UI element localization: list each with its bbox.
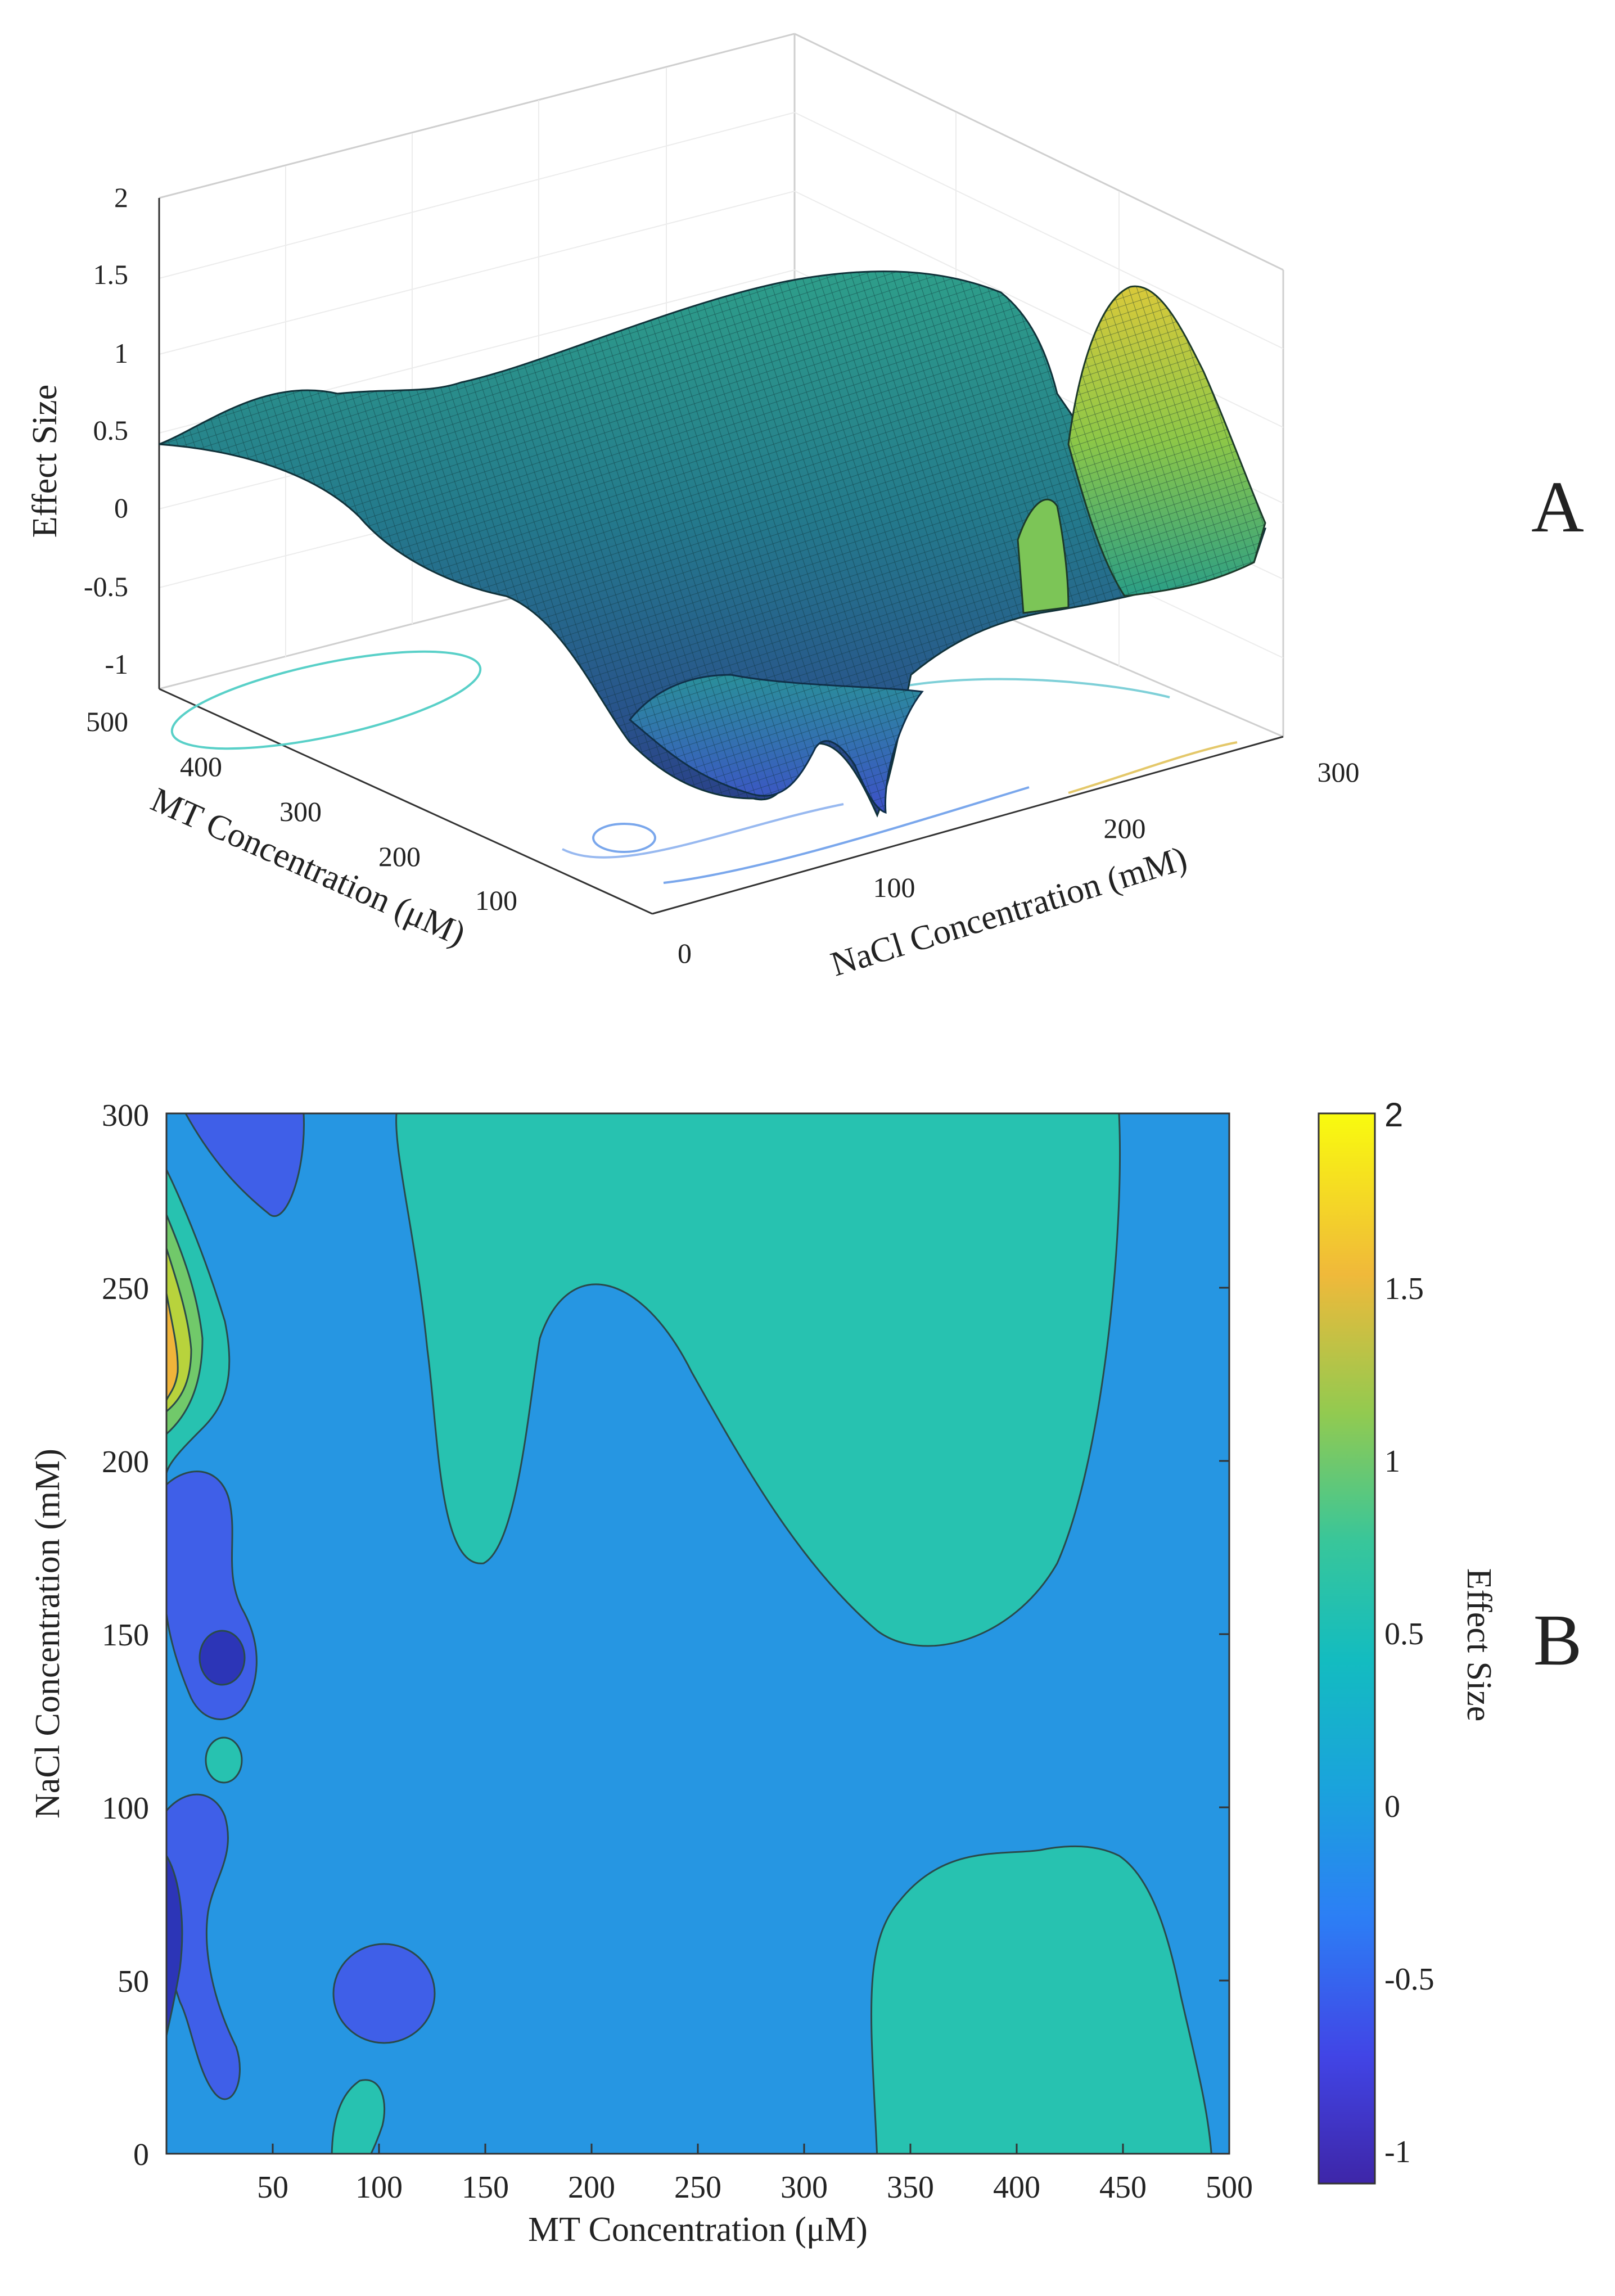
y-tick: 200 [378,841,421,872]
contour-plot: 50 100 150 200 250 300 350 400 450 500 M… [29,1096,1582,2249]
colorbar-tick: 2 [1384,1096,1403,1134]
y-ticks: 0 50 100 150 200 250 300 [102,1098,149,2172]
y-tick: 500 [86,706,128,737]
x-tick: 350 [887,2170,934,2205]
x-tick: 50 [257,2170,288,2205]
region-negative-top [184,1113,305,1217]
region-negative-bottom [332,1943,436,2044]
x-tick-marks [272,2144,1124,2154]
z-tick: 1 [114,337,128,369]
z-tick: 1.5 [93,259,129,290]
y-tick: 300 [279,796,322,827]
x-axis-label: MT Concentration (μM) [528,2211,868,2249]
colorbar-label: Effect Size [1460,1568,1498,1722]
x-axis-label: NaCl Concentration (mM) [827,839,1192,984]
x-tick: 400 [993,2170,1040,2205]
x-tick: 500 [1206,2170,1253,2205]
z-tick: -0.5 [84,571,128,602]
z-tick: 2 [114,182,128,213]
x-ticks: 50 100 150 200 250 300 350 400 450 500 [257,2170,1253,2205]
colorbar-tick: 1.5 [1384,1271,1424,1306]
x-tick: 450 [1099,2170,1147,2205]
y-tick: 200 [102,1445,149,1479]
region-left-peak [166,1293,179,1401]
region-positive-top [395,1113,1121,1647]
region-small-positive [205,1736,243,1784]
panel-label-b: B [1533,1600,1582,1681]
z-ticks: 2 1.5 1 0.5 0 -0.5 -1 [84,182,128,680]
colorbar-tick: -0.5 [1384,1962,1434,1997]
y-tick: 0 [678,937,692,969]
nacl-ticks: 100 200 300 [873,756,1360,903]
z-tick: -1 [105,648,128,680]
x-tick: 300 [1318,756,1360,788]
x-tick: 100 [355,2170,403,2205]
colorbar-tick: 0.5 [1384,1617,1424,1652]
y-tick: 300 [102,1098,149,1133]
y-tick: 100 [102,1791,149,1826]
y-tick: 0 [133,2137,149,2172]
mt-ticks: 500 400 300 200 100 0 [86,706,692,969]
y-tick: 250 [102,1271,149,1306]
region-strong-negative-left [166,1854,183,2036]
colorbar-tick: 1 [1384,1444,1400,1479]
panel-label-a: A [1531,467,1584,548]
x-tick: 200 [568,2170,615,2205]
y-tick: 50 [118,1964,149,1999]
region-positive-bottom-small [331,2079,386,2154]
y-tick: 400 [180,751,222,782]
y-tick-marks [1219,1287,1229,1982]
z-axis-label: Effect Size [26,385,64,538]
region-negative-lower-left [166,1793,241,2100]
y-tick: 100 [475,885,517,916]
region-positive-bottom [870,1845,1212,2154]
x-tick: 150 [462,2170,509,2205]
x-tick: 250 [674,2170,721,2205]
contour-regions [166,1113,1229,2154]
y-axis-label: NaCl Concentration (mM) [29,1449,67,1819]
x-tick: 100 [873,872,915,903]
surface-plot: 2 1.5 1 0.5 0 -0.5 -1 Effect Size 500 40… [26,33,1584,984]
colorbar-ticks: 2 1.5 1 0.5 0 -0.5 -1 [1384,1096,1434,2169]
surface-mesh [159,270,1267,818]
colorbar-tick: -1 [1384,2135,1411,2169]
z-tick: 0.5 [93,414,129,446]
z-tick: 0 [114,492,128,524]
x-tick: 300 [781,2170,828,2205]
x-tick: 200 [1104,813,1146,844]
colorbar-tick: 0 [1384,1789,1400,1824]
y-tick: 150 [102,1618,149,1653]
colorbar [1318,1112,1376,2185]
region-strong-negative [199,1630,246,1686]
